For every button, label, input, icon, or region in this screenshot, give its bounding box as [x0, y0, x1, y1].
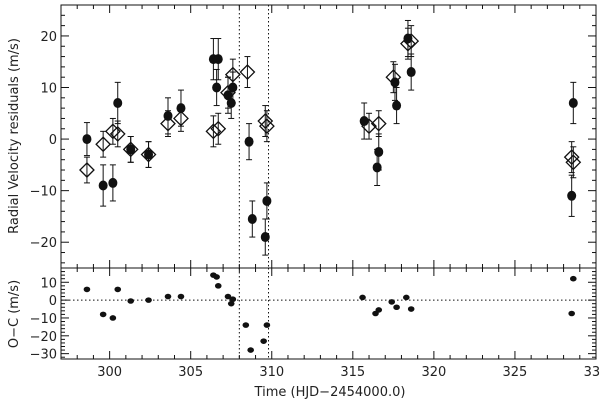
o-c-point — [570, 275, 577, 282]
x-tick-label: 325 — [503, 365, 528, 380]
x-tick-label: 320 — [421, 365, 446, 380]
rv-point — [359, 116, 369, 127]
y-tick-label: −30 — [30, 348, 57, 363]
rv-point — [247, 214, 257, 225]
rv-point — [82, 134, 92, 145]
o-c-point — [260, 338, 267, 344]
y-tick-label: −20 — [30, 236, 57, 251]
rv-point — [406, 67, 416, 78]
model-point — [79, 162, 95, 178]
y-tick-label: 20 — [40, 30, 57, 45]
rv-point — [212, 82, 222, 93]
y-tick-label: 10 — [40, 82, 57, 97]
o-c-point — [227, 300, 235, 307]
rv-point — [213, 54, 223, 65]
y-tick-label: −20 — [30, 330, 57, 345]
residuals-frame — [60, 4, 597, 269]
o-c-point — [388, 299, 396, 305]
o-c-point — [177, 293, 185, 300]
rv-point — [113, 97, 123, 108]
x-tick-label: 330 — [584, 365, 600, 380]
x-tick-label: 300 — [97, 365, 122, 380]
model-point — [565, 154, 582, 171]
o-c-point — [359, 294, 366, 301]
rv-point — [262, 195, 272, 206]
y-tick-label: −10 — [30, 185, 57, 200]
o-c-panel: 10 0 −10 −20 −30 — [30, 267, 597, 363]
o-c-point — [127, 298, 135, 304]
o-c-point — [375, 307, 383, 313]
rv-point — [244, 136, 254, 147]
y-tick-label: −10 — [30, 312, 57, 327]
rv-point — [374, 146, 384, 157]
o-c-point — [247, 347, 254, 353]
model-point — [109, 126, 126, 142]
model-point — [257, 113, 274, 129]
model-point — [122, 141, 139, 158]
rv-point — [568, 97, 578, 108]
o-c-point — [263, 322, 271, 328]
rv-point — [260, 232, 270, 243]
o-c-point — [83, 286, 91, 293]
model-point — [239, 64, 256, 80]
model-point — [224, 66, 241, 83]
rv-point — [98, 180, 108, 191]
o-c-point — [164, 293, 172, 300]
residuals-panel: 20 10 0 −10 −20 — [30, 4, 597, 269]
model-point — [95, 136, 112, 153]
o-c-point — [99, 311, 107, 318]
model-point — [173, 110, 189, 127]
rv-point — [108, 177, 118, 188]
model-point — [370, 115, 387, 132]
y-tick-label: 10 — [40, 276, 57, 291]
o-c-frame — [60, 267, 597, 360]
model-point — [385, 69, 402, 86]
o-c-point — [229, 296, 237, 303]
model-point — [563, 149, 580, 166]
residuals-y-axis-label: Radial Velocity residuals (m/s) — [7, 38, 22, 234]
model-point — [258, 118, 275, 135]
o-c-point — [403, 294, 410, 301]
o-c-point — [224, 293, 232, 300]
x-tick-label: 315 — [340, 365, 365, 380]
o-c-point — [407, 306, 415, 312]
model-point — [210, 120, 227, 137]
o-c-point — [568, 310, 575, 317]
time-axis: 300 305 310 315 320 325 330 — [97, 365, 600, 380]
o-c-point — [114, 286, 122, 293]
x-tick-label: 305 — [178, 365, 203, 380]
x-axis-label: Time (HJD−2454000.0) — [254, 385, 406, 400]
model-point — [403, 33, 420, 50]
o-c-point — [214, 283, 222, 289]
o-c-point — [213, 274, 220, 280]
model-point — [361, 118, 377, 135]
x-tick-label: 310 — [259, 365, 284, 380]
model-point — [160, 115, 176, 132]
rv-point — [372, 162, 382, 173]
rv-point — [567, 190, 577, 201]
y-tick-label: 0 — [49, 294, 57, 309]
o-c-point — [145, 297, 152, 303]
o-c-point — [109, 315, 117, 321]
model-point — [400, 35, 416, 52]
o-c-y-axis-label: O−C (m/s) — [7, 280, 22, 348]
model-point — [140, 146, 157, 163]
o-c-point — [393, 304, 400, 311]
rv-point — [392, 100, 402, 111]
o-c-point — [242, 322, 250, 328]
y-tick-label: 0 — [49, 133, 57, 148]
